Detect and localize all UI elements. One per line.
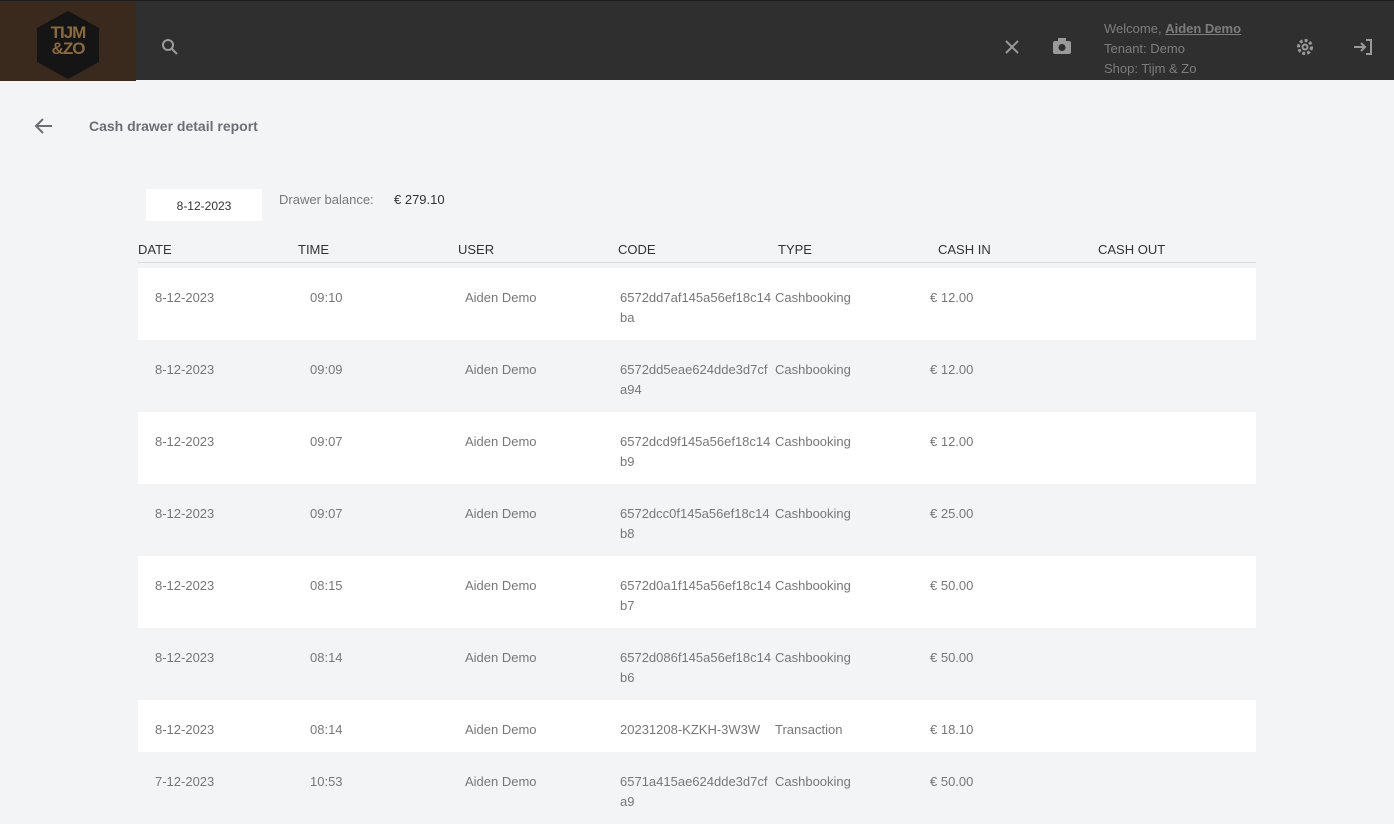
cell: 09:09 — [310, 362, 343, 377]
camera-icon[interactable] — [1052, 37, 1072, 55]
table-row[interactable]: 8-12-2023 08:15 Aiden Demo 6572d0a1f145a56e… — [138, 556, 1256, 628]
table-row[interactable]: 8-12-2023 09:07 Aiden Demo 6572dcc0f145a56e… — [138, 484, 1256, 556]
settings-icon[interactable] — [1295, 37, 1315, 57]
cell-empty — [1085, 772, 1240, 824]
cell-empty — [1085, 504, 1240, 556]
cell: 8-12-2023 — [155, 650, 215, 665]
cell: 08:14 — [310, 650, 343, 665]
cell: Cashbooking — [775, 774, 851, 789]
cell: Cashbooking — [775, 434, 851, 449]
logo[interactable]: TIJM &ZO — [0, 1, 136, 81]
cell: Transaction — [775, 722, 843, 737]
cell: 6572dd5eae624dde3d7cfa94 — [620, 362, 768, 397]
cell: 6572dcd9f145a56ef18c14b9 — [620, 434, 771, 469]
cell: 8-12-2023 — [155, 290, 215, 305]
cell: 6571a415ae624dde3d7cfa9 — [620, 774, 768, 809]
logo-text: TIJM &ZO — [50, 23, 87, 58]
cell: 6572d0a1f145a56ef18c14b7 — [620, 578, 772, 613]
cell-empty — [1085, 432, 1240, 484]
cell: 20231208-KZKH-3W3W — [620, 722, 761, 737]
cell: Aiden Demo — [465, 362, 537, 377]
table-row[interactable]: 8-12-2023 09:10 Aiden Demo 6572dd7af145a56e… — [138, 268, 1256, 340]
column-header[interactable]: TYPE — [778, 242, 812, 257]
cell: Cashbooking — [775, 290, 851, 305]
column-header[interactable]: TIME — [298, 242, 330, 257]
cell: 8-12-2023 — [155, 434, 215, 449]
cell: 08:15 — [310, 578, 343, 593]
table-row[interactable]: 8-12-2023 08:14 Aiden Demo 20231208-KZKH-3W… — [138, 700, 1256, 752]
cell: Aiden Demo — [465, 650, 537, 665]
cell: € 50.00 — [930, 774, 974, 789]
cell-empty — [1085, 360, 1240, 412]
cell: € 50.00 — [930, 578, 974, 593]
cell: Aiden Demo — [465, 290, 537, 305]
table-row[interactable]: 8-12-2023 09:07 Aiden Demo 6572dcd9f145a56e… — [138, 412, 1256, 484]
cell: 8-12-2023 — [155, 578, 215, 593]
cell: 8-12-2023 — [155, 722, 215, 737]
cell: Aiden Demo — [465, 774, 537, 789]
cell: € 25.00 — [930, 506, 974, 521]
cell: Cashbooking — [775, 650, 851, 665]
shop: Shop: Tijm & Zo — [1104, 61, 1197, 76]
cell: 6572dd7af145a56ef18c14ba — [620, 290, 772, 325]
cell: Cashbooking — [775, 362, 851, 377]
cell-empty — [1085, 648, 1240, 700]
page-title: Cash drawer detail report — [89, 118, 258, 134]
cell: 09:10 — [310, 290, 343, 305]
column-header[interactable]: USER — [458, 242, 495, 257]
cell: € 50.00 — [930, 650, 974, 665]
user-info: Welcome, Aiden Demo Tenant: Demo Shop: T… — [1104, 19, 1241, 79]
cell: 7-12-2023 — [155, 774, 215, 789]
welcome-label: Welcome, — [1104, 21, 1162, 36]
logo-hex — [37, 11, 99, 79]
tenant: Tenant: Demo — [1104, 41, 1185, 56]
cell: Cashbooking — [775, 578, 851, 593]
table-body: 8-12-2023 09:10 Aiden Demo 6572dd7af145a56e… — [138, 268, 1256, 824]
table-row[interactable]: 8-12-2023 08:14 Aiden Demo 6572d086f145a56e… — [138, 628, 1256, 700]
cell-empty — [1085, 720, 1240, 752]
column-header[interactable]: CASH IN — [938, 242, 991, 257]
cell: 08:14 — [310, 722, 343, 737]
cell: € 18.10 — [930, 722, 974, 737]
cell: Cashbooking — [775, 506, 851, 521]
cell: € 12.00 — [930, 434, 974, 449]
balance-value: € 279.10 — [394, 192, 445, 207]
back-button[interactable] — [34, 116, 54, 136]
search-icon[interactable] — [161, 38, 179, 56]
cell: 6572dcc0f145a56ef18c14b8 — [620, 506, 770, 541]
column-header[interactable]: CASH OUT — [1098, 242, 1166, 257]
balance-label: Drawer balance: — [279, 192, 374, 207]
cell: Aiden Demo — [465, 506, 537, 521]
date-filter[interactable]: 8-12-2023 — [146, 189, 262, 221]
logout-icon[interactable] — [1353, 38, 1373, 56]
cell: 6572d086f145a56ef18c14b6 — [620, 650, 772, 685]
cell: 09:07 — [310, 434, 343, 449]
top-bar: TIJM &ZO Welcome, Aiden Demo Tenant: Dem… — [0, 0, 1394, 81]
cell: Aiden Demo — [465, 434, 537, 449]
user-link[interactable]: Aiden Demo — [1165, 21, 1242, 36]
table-row[interactable]: 8-12-2023 09:09 Aiden Demo 6572dd5eae624dde… — [138, 340, 1256, 412]
column-header[interactable]: CODE — [618, 242, 656, 257]
cell: Aiden Demo — [465, 722, 537, 737]
cell-empty — [1085, 288, 1240, 340]
cell: 8-12-2023 — [155, 362, 215, 377]
cell-empty — [1085, 576, 1240, 628]
cell: € 12.00 — [930, 290, 974, 305]
cell: 10:53 — [310, 774, 343, 789]
clear-icon[interactable] — [1004, 39, 1020, 55]
table-row[interactable]: 7-12-2023 10:53 Aiden Demo 6571a415ae624dde… — [138, 752, 1256, 824]
cell: 09:07 — [310, 506, 343, 521]
table-header: DATE TIME USER CODE TYPE CASH IN CASH OUT — [138, 242, 1256, 263]
cell: 8-12-2023 — [155, 506, 215, 521]
cell: € 12.00 — [930, 362, 974, 377]
column-header[interactable]: DATE — [138, 242, 172, 257]
cell: Aiden Demo — [465, 578, 537, 593]
